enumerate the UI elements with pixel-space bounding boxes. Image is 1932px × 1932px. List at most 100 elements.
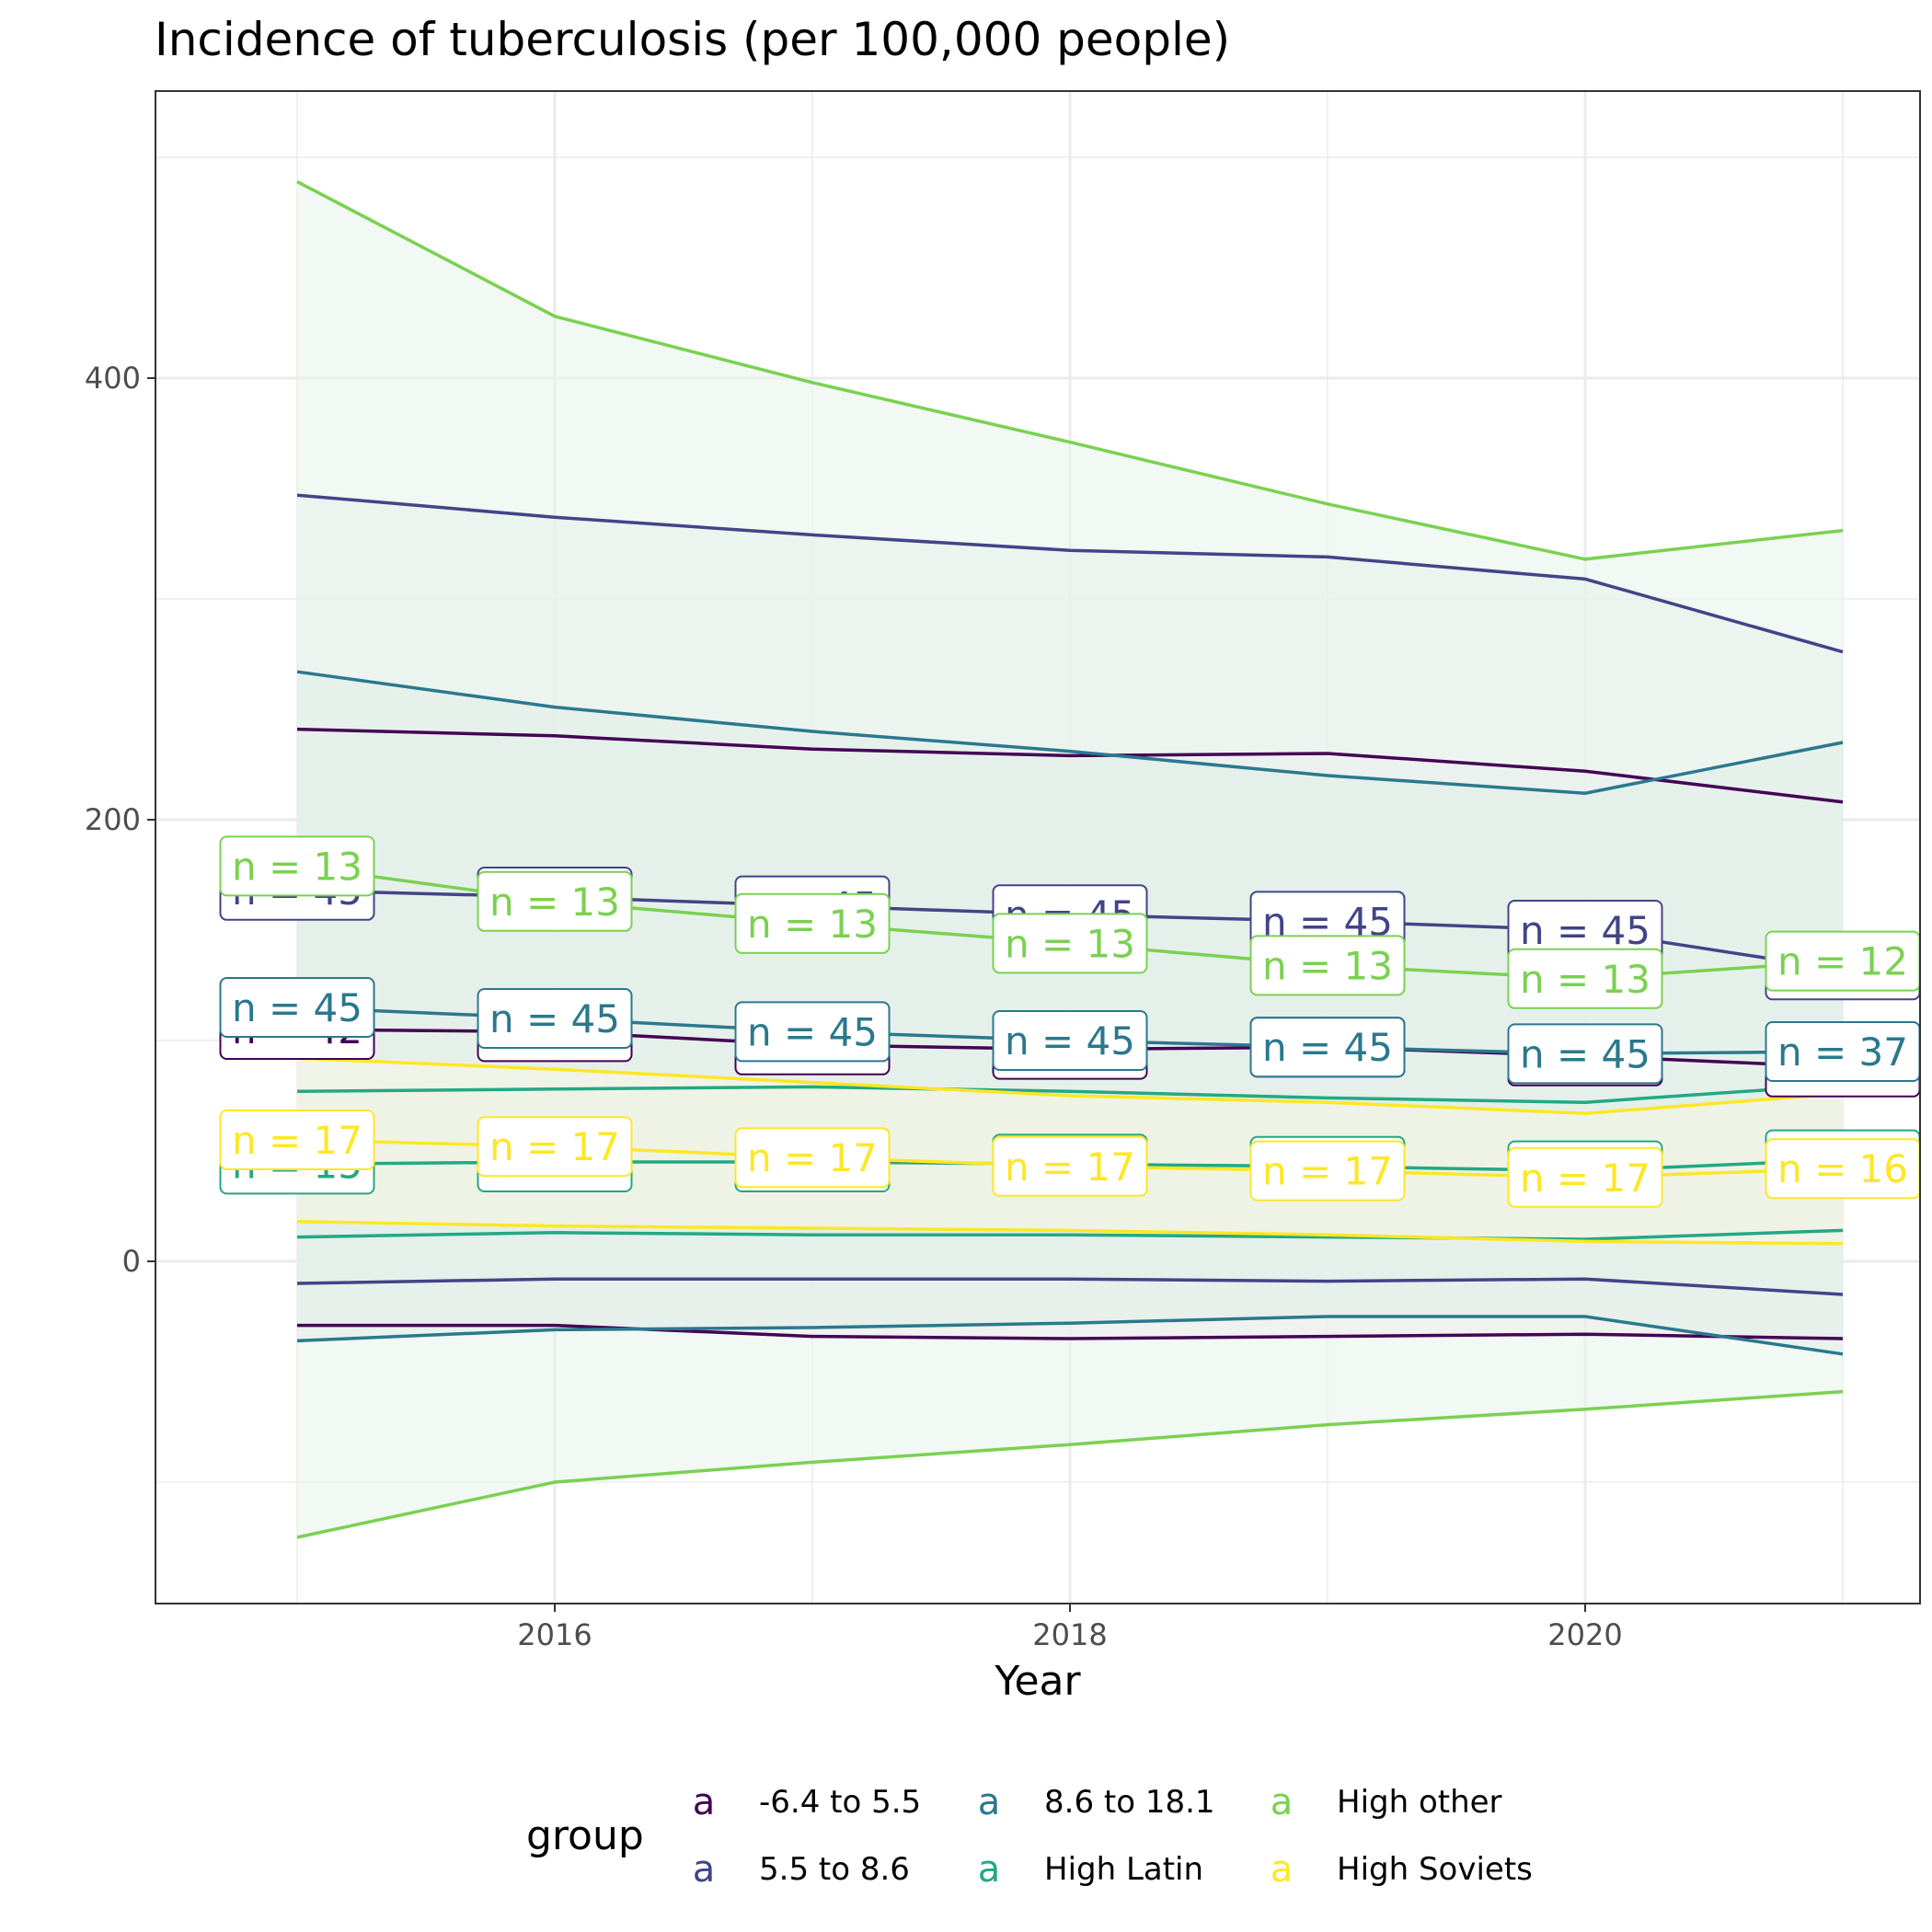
count-label-box	[477, 870, 633, 932]
count-label-text: n = 17	[1520, 1156, 1650, 1201]
ribbons	[297, 181, 1843, 1537]
count-label: n = 17	[734, 1127, 891, 1189]
count-label: n = 13	[1249, 935, 1406, 996]
count-label-box	[1249, 1140, 1406, 1202]
axes: 0 200 400 2016 2018 2020	[85, 361, 1623, 1652]
chart-title: Incidence of tuberculosis (per 100,000 p…	[155, 13, 1230, 66]
count-label: n = 13	[734, 892, 891, 954]
legend-key: a	[978, 1781, 1001, 1823]
count-label-text: n = 12	[1777, 939, 1908, 984]
count-label-box	[1507, 1146, 1663, 1208]
count-label: n = 45	[1507, 1023, 1663, 1085]
legend-label: High Soviets	[1337, 1851, 1533, 1888]
count-label: n = 17	[1249, 1140, 1406, 1202]
y-tick-label: 0	[122, 1244, 141, 1279]
legend-item: a High Latin	[978, 1848, 1203, 1891]
count-label-text: n = 13	[1262, 943, 1393, 988]
count-label: n = 45	[1249, 1017, 1406, 1078]
series-2-lower-line	[296, 1277, 1844, 1296]
count-label-text: n = 45	[1005, 1018, 1135, 1064]
count-label: n = 45	[477, 988, 633, 1049]
count-label-box	[992, 1010, 1148, 1071]
count-label: n = 45	[734, 1001, 891, 1063]
count-label-text: n = 45	[1520, 1031, 1650, 1076]
legend-key: a	[1271, 1781, 1294, 1823]
series-1-lower-line	[297, 1323, 1844, 1340]
count-label-box	[992, 913, 1148, 974]
count-label-text: n = 17	[1262, 1149, 1393, 1194]
count-label: n = 37	[1765, 1021, 1921, 1082]
count-label-text: n = 45	[1262, 1025, 1393, 1070]
count-label: n = 13	[219, 835, 375, 897]
count-label-box	[219, 835, 375, 897]
count-label: n = 16	[1765, 1138, 1921, 1200]
series-6-upper-line	[296, 1056, 1844, 1115]
series-6-lower-line	[296, 1220, 1844, 1246]
legend-item: a 5.5 to 8.6	[693, 1848, 910, 1891]
series-5-lower-line	[296, 1389, 1844, 1539]
x-axis-title: Year	[994, 1658, 1081, 1705]
plot-panel-border	[155, 90, 1921, 1604]
legend: group a -6.4 to 5.5 a 5.5 to 8.6 a 8.6 to 18.…	[526, 1781, 1533, 1891]
count-label: n = 17	[219, 1110, 375, 1170]
count-label-box	[219, 1110, 375, 1170]
legend-title: group	[526, 1812, 644, 1859]
count-labels: n = 42n = 42n = 42n = 42n = 42n = 42n = …	[219, 835, 1921, 1208]
series-3-lower-line	[296, 1315, 1844, 1356]
count-label: n = 17	[1507, 1146, 1663, 1208]
legend-item: a High other	[1271, 1781, 1502, 1823]
count-label: n = 45	[992, 1010, 1148, 1071]
series-5-upper-line	[296, 179, 1844, 561]
legend-label: 5.5 to 8.6	[759, 1851, 910, 1888]
count-label: n = 45	[219, 977, 375, 1038]
count-label-box	[1249, 1017, 1406, 1078]
legend-item: a -6.4 to 5.5	[693, 1781, 921, 1823]
count-label-box	[992, 1135, 1148, 1197]
count-label-text: n = 17	[232, 1118, 362, 1163]
count-label-box	[1249, 935, 1406, 996]
count-label-box	[1507, 1023, 1663, 1085]
legend-key: a	[693, 1781, 716, 1823]
count-label-text: n = 16	[1777, 1146, 1908, 1191]
count-label-text: n = 17	[747, 1135, 878, 1180]
count-label: n = 12	[1765, 930, 1921, 992]
count-label-text: n = 13	[232, 844, 362, 889]
legend-item: a 8.6 to 18.1	[978, 1781, 1215, 1823]
count-label: n = 13	[992, 913, 1148, 974]
series-4-lower-line	[296, 1228, 1844, 1241]
legend-key: a	[693, 1848, 716, 1891]
count-label-text: n = 45	[232, 985, 362, 1030]
count-label-box	[734, 1127, 891, 1189]
count-label-text: n = 37	[1777, 1029, 1908, 1075]
count-label-text: n = 13	[489, 880, 620, 925]
legend-label: -6.4 to 5.5	[759, 1784, 921, 1821]
legend-label: 8.6 to 18.1	[1044, 1784, 1215, 1821]
series-4-upper-line	[296, 1083, 1844, 1104]
series-3-upper-line	[296, 670, 1844, 795]
x-tick-label: 2018	[1032, 1617, 1107, 1652]
count-label-box	[219, 977, 375, 1038]
count-label-text: n = 13	[747, 902, 878, 947]
series-1-upper-line	[296, 727, 1844, 804]
x-tick-label: 2016	[517, 1617, 592, 1652]
count-label-box	[1507, 948, 1663, 1009]
count-label: n = 13	[1507, 948, 1663, 1009]
count-label-box	[477, 1116, 633, 1178]
count-label-text: n = 13	[1520, 957, 1650, 1002]
y-tick-label: 400	[85, 361, 141, 396]
count-label-text: n = 17	[1005, 1144, 1135, 1190]
series-2-upper-line	[296, 493, 1844, 654]
legend-key: a	[1271, 1848, 1294, 1891]
legend-item: a High Soviets	[1271, 1848, 1533, 1891]
legend-label: High Latin	[1044, 1851, 1203, 1888]
legend-key: a	[978, 1848, 1001, 1891]
count-label-text: n = 45	[747, 1009, 878, 1054]
count-label-text: n = 13	[1005, 921, 1135, 966]
count-label: n = 13	[477, 870, 633, 932]
count-label-text: n = 45	[489, 996, 620, 1041]
count-label: n = 17	[477, 1116, 633, 1178]
legend-label: High other	[1337, 1784, 1502, 1821]
y-tick-label: 200	[85, 802, 141, 837]
count-label: n = 17	[992, 1135, 1148, 1197]
